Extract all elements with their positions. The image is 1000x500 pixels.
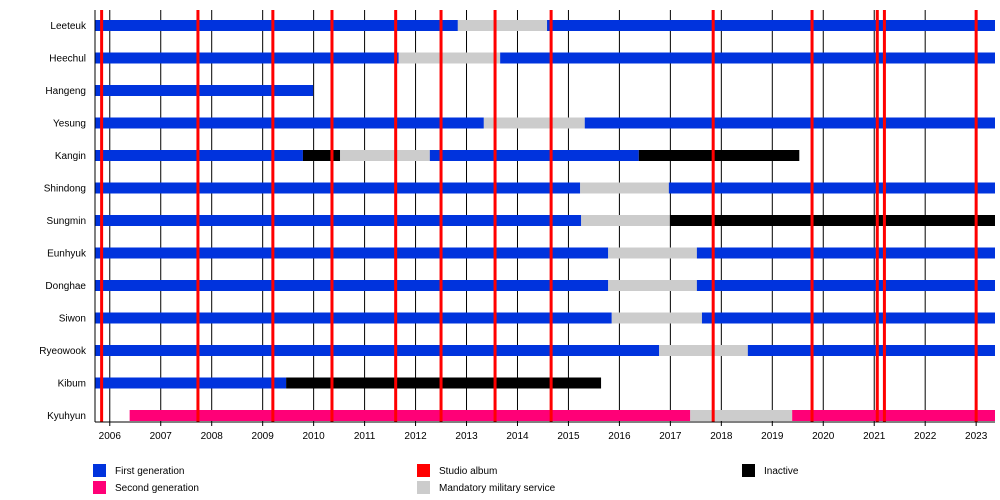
segment-second: [792, 410, 995, 421]
member-label: Eunhyuk: [47, 249, 87, 260]
x-tick-label: 2015: [557, 431, 580, 442]
x-tick-label: 2022: [914, 431, 937, 442]
member-label: Kyuhyun: [47, 411, 86, 422]
legend-swatch-second: [93, 481, 106, 494]
segment-military: [580, 182, 669, 194]
segment-first: [95, 377, 287, 389]
segment-first: [696, 247, 995, 259]
x-tick-label: 2023: [965, 431, 988, 442]
x-tick-label: 2010: [303, 431, 326, 442]
x-tick-label: 2011: [354, 431, 376, 442]
segment-military: [457, 20, 548, 31]
segment-inactive: [638, 150, 800, 161]
member-label: Donghae: [45, 281, 86, 292]
member-label: Kibum: [58, 379, 86, 390]
member-label: Sungmin: [47, 216, 86, 227]
studio-album-line: [100, 10, 104, 422]
segment-inactive: [669, 215, 995, 226]
segment-first: [696, 280, 995, 291]
studio-album-line: [711, 10, 715, 422]
studio-album-line: [271, 10, 275, 422]
member-label: Heechul: [49, 54, 86, 65]
studio-album-line: [493, 10, 497, 422]
x-tick-label: 2012: [404, 431, 427, 442]
x-tick-label: 2009: [252, 431, 275, 442]
legend-label-first: First generation: [115, 466, 184, 477]
legend-swatch-album: [417, 464, 430, 477]
studio-album-line: [974, 10, 978, 422]
member-label: Siwon: [59, 314, 86, 325]
segment-first: [95, 182, 581, 194]
segment-first: [95, 247, 609, 259]
x-tick-label: 2007: [150, 431, 173, 442]
x-tick-label: 2020: [812, 431, 835, 442]
segment-inactive: [286, 377, 602, 389]
member-label: Leeteuk: [50, 21, 87, 32]
segment-military: [659, 345, 748, 356]
segment-first: [668, 182, 995, 194]
studio-album-line: [549, 10, 553, 422]
x-tick-label: 2019: [761, 431, 784, 442]
x-tick-label: 2016: [608, 431, 631, 442]
segment-military: [608, 247, 697, 259]
segment-first: [95, 20, 458, 31]
legend-label-inactive: Inactive: [764, 466, 799, 477]
studio-album-line: [196, 10, 200, 422]
member-label: Yesung: [53, 119, 86, 130]
segment-military: [611, 312, 702, 324]
x-tick-label: 2013: [455, 431, 478, 442]
legend-label-second: Second generation: [115, 483, 199, 494]
legend-swatch-inactive: [742, 464, 755, 477]
segment-first: [500, 52, 995, 64]
member-label: Kangin: [55, 151, 86, 162]
studio-album-line: [330, 10, 334, 422]
x-tick-label: 2014: [506, 431, 529, 442]
segment-military: [608, 280, 697, 291]
legend-label-military: Mandatory military service: [439, 483, 556, 494]
segment-first: [429, 150, 639, 161]
segment-military: [483, 117, 585, 129]
segment-military: [340, 150, 430, 161]
segment-first: [95, 52, 399, 64]
segment-first: [584, 117, 995, 129]
segment-first: [95, 312, 612, 324]
segment-first: [95, 280, 609, 291]
segment-second: [129, 410, 691, 421]
x-tick-label: 2021: [863, 431, 886, 442]
member-label: Hangeng: [45, 86, 86, 97]
segment-first: [95, 215, 582, 226]
studio-album-line: [882, 10, 886, 422]
segment-military: [398, 52, 501, 64]
segment-first: [701, 312, 995, 324]
studio-album-line: [875, 10, 879, 422]
studio-album-line: [439, 10, 443, 422]
segment-first: [95, 345, 660, 356]
segment-military: [690, 410, 793, 421]
legend-swatch-military: [417, 481, 430, 494]
segment-first: [747, 345, 995, 356]
studio-album-line: [810, 10, 814, 422]
segment-inactive: [302, 150, 341, 161]
x-tick-label: 2018: [710, 431, 733, 442]
legend-label-album: Studio album: [439, 466, 497, 477]
segment-military: [581, 215, 670, 226]
segment-first: [547, 20, 995, 31]
x-tick-label: 2006: [99, 431, 122, 442]
member-label: Shindong: [44, 184, 86, 195]
member-label: Ryeowook: [39, 346, 87, 357]
x-tick-label: 2017: [659, 431, 682, 442]
segment-first: [95, 117, 484, 129]
studio-album-line: [394, 10, 398, 422]
x-tick-label: 2008: [201, 431, 224, 442]
legend-swatch-first: [93, 464, 106, 477]
segment-first: [95, 85, 314, 96]
